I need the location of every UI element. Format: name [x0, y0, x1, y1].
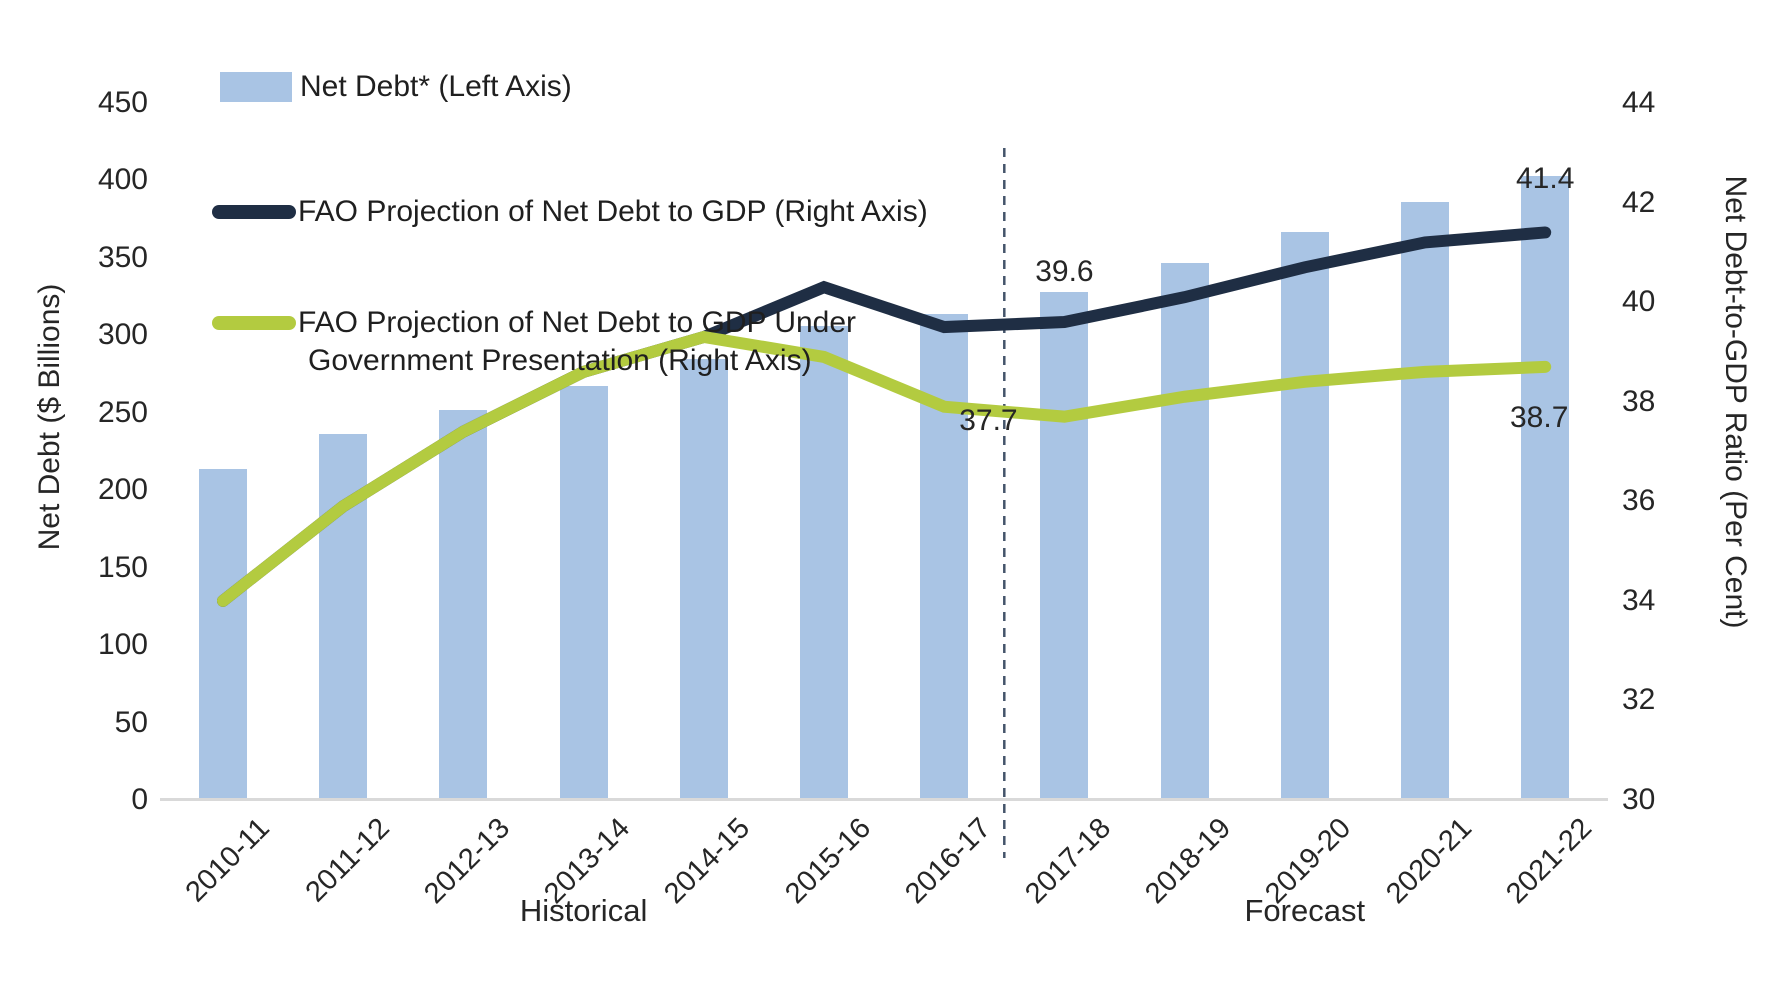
- legend-label: FAO Projection of Net Debt to GDP (Right…: [298, 195, 928, 228]
- left-axis-tick-label: 150: [97, 550, 148, 584]
- net-debt-bar: [439, 409, 488, 800]
- right-axis-tick-label: 44: [1622, 86, 1656, 119]
- left-axis-tick-label: 250: [97, 395, 148, 429]
- x-axis-line: [160, 798, 1608, 801]
- right-axis-tick-label: 40: [1622, 285, 1656, 319]
- right-axis-tick-label: 38: [1622, 384, 1656, 418]
- net-debt-bar: [559, 386, 608, 800]
- legend-item-net-debt: Net Debt* (Left Axis): [220, 68, 572, 106]
- right-axis-tick-label: 30: [1622, 783, 1656, 816]
- net-debt-bar: [1401, 202, 1449, 800]
- net-debt-bar: [1160, 262, 1209, 800]
- fao-projection-line: [217, 226, 1552, 607]
- data-point-label: 39.6: [1035, 255, 1094, 289]
- government-presentation-line-swatch: [212, 316, 296, 330]
- x-axis-group-label: Forecast: [1244, 893, 1366, 928]
- left-axis-tick-label: 350: [97, 240, 148, 274]
- left-axis-tick-label: 100: [97, 628, 148, 662]
- left-axis-tick-label: 200: [97, 473, 148, 507]
- right-axis-tick-label: 42: [1622, 185, 1656, 219]
- net-debt-bar: [800, 326, 848, 800]
- right-axis-tick-label: 32: [1622, 683, 1656, 717]
- data-point-label: 37.7: [959, 403, 1018, 437]
- left-axis-tick-label: 450: [97, 86, 148, 119]
- left-axis-tick-label: 400: [97, 163, 148, 197]
- right-axis-tick-label: 34: [1622, 583, 1656, 617]
- net-debt-bar: [679, 358, 728, 800]
- left-axis-tick-label: 0: [131, 783, 148, 816]
- left-axis-tick-label: 50: [114, 705, 148, 739]
- data-point-label: 41.4: [1515, 162, 1575, 196]
- net-debt-bar-swatch: [220, 72, 292, 102]
- legend-label: FAO Projection of Net Debt to GDP Under …: [298, 306, 857, 377]
- fao-projection-line-swatch: [212, 205, 296, 219]
- legend-label: Net Debt* (Left Axis): [300, 70, 572, 103]
- net-debt-bar: [199, 468, 247, 800]
- government-presentation-line: [217, 330, 1552, 607]
- legend-item-fao-projection: FAO Projection of Net Debt to GDP (Right…: [212, 193, 928, 231]
- net-debt-bar: [1040, 291, 1089, 800]
- x-axis-group-label: Historical: [519, 893, 648, 928]
- left-axis-tick-label: 300: [97, 318, 148, 352]
- net-debt-bar: [1280, 231, 1329, 800]
- right-axis-tick-label: 36: [1622, 484, 1656, 518]
- legend-item-government-presentation: FAO Projection of Net Debt to GDP Under …: [212, 304, 856, 380]
- data-point-label: 38.7: [1509, 400, 1569, 434]
- net-debt-bar: [1521, 175, 1570, 800]
